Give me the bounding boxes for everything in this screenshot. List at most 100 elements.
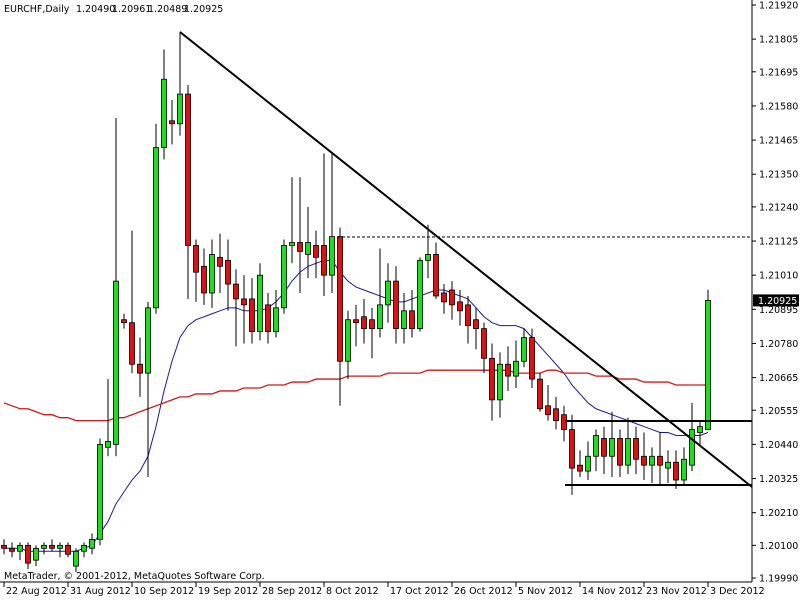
candle-body: [337, 236, 343, 362]
y-tick-label: 1.21465: [759, 136, 798, 147]
y-tick-label: 1.21920: [759, 1, 798, 12]
candle-body: [361, 316, 367, 330]
candle-body: [353, 319, 359, 324]
candle-body: [177, 93, 183, 125]
candle-body: [313, 245, 319, 258]
candle-body: [345, 319, 351, 362]
candle-body: [385, 280, 391, 306]
candle-body: [129, 322, 135, 365]
candle-body: [201, 265, 207, 294]
y-tick-label: 1.20665: [759, 373, 798, 384]
candle-body: [521, 337, 527, 362]
candle-body: [33, 547, 39, 561]
x-tick-label: 3 Dec 2012: [710, 586, 765, 597]
candle-body: [377, 304, 383, 330]
candle-body: [593, 435, 599, 457]
candle-body: [657, 455, 663, 466]
candle-body: [369, 319, 375, 330]
candle-body: [617, 438, 623, 466]
y-tick-label: 1.21580: [759, 101, 798, 112]
candle-body: [609, 438, 615, 457]
candle-body: [545, 405, 551, 416]
x-tick-label: 23 Nov 2012: [646, 586, 707, 597]
footer: MetaTrader, © 2001-2012, MetaQuotes Soft…: [4, 571, 265, 582]
moving-average: [4, 259, 709, 552]
header-open: 1.20490: [76, 4, 115, 15]
candle-body: [161, 78, 167, 148]
x-tick-label: 8 Oct 2012: [326, 586, 379, 597]
candle-body: [505, 363, 511, 377]
candle-body: [289, 242, 295, 246]
candle-body: [705, 300, 711, 430]
candle-body: [433, 253, 439, 297]
candle-body: [689, 429, 695, 466]
candle-body: [249, 298, 255, 332]
y-tick-label: 1.20210: [759, 508, 798, 519]
candle-body: [265, 304, 271, 332]
candle-body: [577, 464, 583, 472]
x-tick-label: 14 Nov 2012: [582, 586, 643, 597]
candle-body: [97, 443, 103, 540]
candle-body: [601, 438, 607, 457]
candle-body: [673, 461, 679, 481]
candle-body: [665, 461, 671, 469]
y-tick-label: 1.20780: [759, 339, 798, 350]
candle-body: [281, 245, 287, 309]
moving-average: [3, 369, 708, 422]
candle-body: [9, 547, 15, 552]
header-low: 1.20489: [148, 4, 187, 15]
candle-body: [153, 147, 159, 309]
candle-body: [401, 310, 407, 330]
y-tick-label: 1.19990: [759, 574, 798, 585]
candle-body: [25, 544, 31, 564]
candle-body: [233, 283, 239, 300]
x-tick-label: 19 Sep 2012: [198, 586, 258, 597]
candle-body: [297, 242, 303, 252]
candle-body: [449, 289, 455, 306]
candle-body: [105, 441, 111, 448]
candle-body: [697, 426, 703, 433]
candle-body: [473, 319, 479, 330]
candle-body: [121, 319, 127, 324]
candle-body: [553, 408, 559, 422]
candle-body: [489, 357, 495, 401]
x-tick-label: 5 Nov 2012: [518, 586, 573, 597]
candle-body: [137, 363, 143, 374]
header-high: 1.20961: [112, 4, 151, 15]
candle-body: [89, 539, 95, 549]
candle-body: [225, 259, 231, 285]
candle-body: [529, 337, 535, 380]
candle-body: [305, 242, 311, 255]
candle-body: [193, 245, 199, 273]
symbol: EURCHF,Daily: [4, 4, 70, 15]
candle-body: [569, 429, 575, 469]
x-tick-label: 31 Aug 2012: [70, 586, 131, 597]
candle-body: [73, 550, 79, 567]
candle-body: [145, 307, 151, 374]
candle-body: [257, 274, 263, 332]
header-close: 1.20925: [184, 4, 223, 15]
y-tick-label: 1.20325: [759, 474, 798, 485]
y-tick-label: 1.21010: [759, 271, 798, 282]
candle-body: [457, 301, 463, 312]
x-tick-label: 26 Oct 2012: [454, 586, 513, 597]
candle-body: [441, 292, 447, 303]
x-tick-label: 22 Aug 2012: [6, 586, 67, 597]
candle-body: [561, 414, 567, 430]
candle-body: [57, 544, 63, 549]
candle-body: [409, 310, 415, 330]
y-tick-label: 1.20895: [759, 305, 798, 316]
candle-body: [481, 328, 487, 359]
candle-body: [537, 378, 543, 410]
current-price-box: [753, 294, 799, 307]
candle-body: [273, 307, 279, 332]
y-tick-label: 1.21695: [759, 67, 798, 78]
y-tick-label: 1.20555: [759, 406, 798, 417]
current-price-label: 1.20925: [758, 296, 797, 307]
y-tick-label: 1.21240: [759, 202, 798, 213]
candle-body: [185, 93, 191, 246]
candle-body: [1, 544, 7, 549]
candle-body: [633, 438, 639, 460]
